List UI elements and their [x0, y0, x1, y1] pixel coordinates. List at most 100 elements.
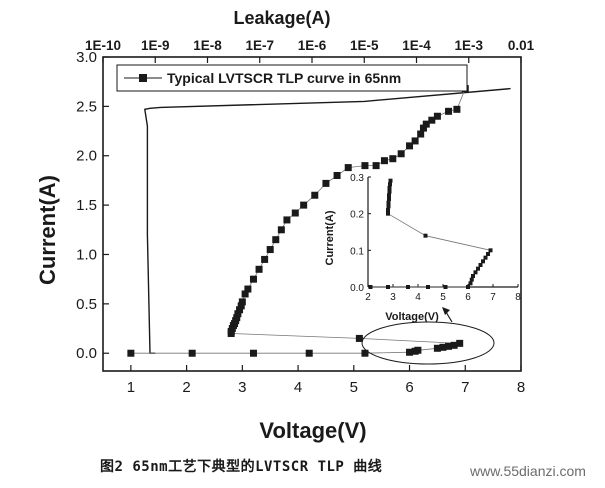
- top-tick-label: 1E-7: [245, 38, 274, 53]
- y-tick-label: 0.5: [76, 296, 97, 313]
- inset-data-point: [483, 255, 488, 260]
- inset-data-point: [481, 259, 485, 264]
- tlp-data-point: [450, 341, 458, 349]
- inset-y-tick-label: 0.2: [350, 210, 364, 221]
- inset-x-axis-title: Voltage(V): [385, 311, 439, 323]
- tlp-data-point: [127, 349, 135, 357]
- inset-x-tick-label: 7: [490, 292, 496, 303]
- inset-data-point: [387, 186, 392, 190]
- tlp-data-point: [272, 236, 280, 244]
- top-axis-title: Leakage(A): [233, 8, 330, 28]
- tlp-data-point: [234, 310, 242, 318]
- inset-data-point: [406, 285, 410, 289]
- top-tick-label: 1E-9: [141, 38, 170, 53]
- legend-marker: [139, 74, 147, 82]
- y-axis-title: Current(A): [35, 175, 60, 285]
- inset-plot-frame: [368, 177, 518, 287]
- tlp-data-point: [261, 255, 269, 263]
- inset-data-point: [478, 263, 483, 267]
- y-tick-label: 1.0: [76, 246, 97, 263]
- inset-data-point: [388, 178, 393, 183]
- inset-data-point: [486, 252, 490, 256]
- tlp-data-point: [433, 112, 441, 120]
- top-axis: 1E-10 1E-9 1E-8 1E-7 1E-6 1E-5 1E-4 1E-3 0.01: [85, 38, 535, 63]
- tlp-data-point: [411, 137, 419, 145]
- inset-y-tick-label: 0.0: [350, 283, 364, 294]
- inset-data-point: [386, 200, 391, 205]
- tlp-data-point: [389, 155, 397, 163]
- tlp-data-point: [249, 349, 257, 357]
- inset-data-point: [488, 248, 493, 253]
- x-tick-label: 1: [127, 379, 135, 396]
- tlp-data-point: [439, 343, 447, 351]
- inset-x-tick-label: 2: [365, 292, 371, 303]
- y-tick-label: 0.0: [76, 345, 97, 362]
- inset-x-tick-label: 4: [415, 292, 421, 303]
- x-tick-label: 3: [238, 379, 246, 396]
- legend-entry-label: Typical LVTSCR TLP curve in 65nm: [167, 70, 401, 86]
- inset-data-point: [387, 189, 392, 194]
- top-tick-label: 0.01: [508, 38, 535, 53]
- x-tick-label: 8: [517, 379, 525, 396]
- x-tick-label: 5: [350, 379, 358, 396]
- inset-data-point: [386, 204, 391, 209]
- tlp-data-point: [333, 171, 341, 179]
- inset-arrowhead: [442, 307, 450, 315]
- inset-data-point: [426, 285, 430, 289]
- tlp-data-point: [422, 120, 430, 128]
- legend-box: [116, 64, 468, 92]
- top-tick-label: 1E-6: [298, 38, 327, 53]
- tlp-data-point: [453, 105, 461, 113]
- x-axis-title: Voltage(V): [259, 418, 366, 443]
- y-tick-label: 3.0: [76, 49, 97, 66]
- tlp-data-point: [311, 191, 319, 199]
- tlp-data-point: [188, 349, 196, 357]
- inset-data-points: [368, 178, 493, 289]
- x-tick-label: 6: [405, 379, 413, 396]
- inset-data-point: [466, 285, 470, 289]
- leakage-curve-line: [144, 87, 511, 354]
- tlp-data-point: [283, 216, 291, 224]
- inset-data-point: [386, 285, 390, 289]
- tlp-data-point: [361, 162, 369, 170]
- inset-data-point: [387, 193, 391, 198]
- inset-data-point: [468, 281, 473, 286]
- legend: Typical LVTSCR TLP curve in 65nm: [116, 64, 468, 92]
- tlp-data-point: [433, 344, 441, 352]
- y-tick-label: 2.0: [76, 148, 97, 165]
- main-axes: 1 2 3 4 5 6 7 8 0.0 0.5 1.0 1.5 2.0 2.5 3.0: [76, 49, 525, 396]
- inset-data-point: [387, 197, 391, 201]
- inset-highlight-ellipse: [361, 321, 495, 365]
- tlp-data-point: [255, 265, 263, 273]
- inset-pointer-arrow: [445, 311, 453, 323]
- tlp-data-point: [305, 349, 313, 357]
- tlp-data-point: [372, 162, 380, 170]
- inset-x-tick-label: 8: [515, 292, 521, 303]
- inset-data-point: [471, 274, 475, 278]
- inset-data-point: [443, 285, 448, 289]
- inset-y-tick-label: 0.1: [350, 246, 364, 257]
- watermark: www.55dianzi.com: [470, 463, 586, 479]
- tlp-data-point: [344, 164, 352, 172]
- tlp-data-point: [419, 124, 427, 132]
- tlp-data-point: [380, 157, 388, 165]
- tlp-data-point: [445, 107, 453, 115]
- tlp-data-point: [238, 298, 246, 306]
- x-tick-label: 2: [182, 379, 190, 396]
- inset-data-point: [476, 266, 480, 271]
- tlp-data-point: [406, 348, 414, 356]
- tlp-data-point: [355, 334, 363, 342]
- inset-data-point: [388, 182, 392, 187]
- y-tick-label: 1.5: [76, 197, 97, 214]
- inset-data-point: [473, 270, 478, 275]
- tlp-data-point: [361, 349, 369, 357]
- top-tick-label: 1E-5: [350, 38, 379, 53]
- tlp-data-point: [233, 314, 241, 322]
- top-tick-label: 1E-3: [454, 38, 483, 53]
- inset-data-point: [469, 277, 474, 282]
- tlp-data-point: [291, 209, 299, 217]
- inset-data-point: [386, 211, 390, 216]
- tlp-data-point: [300, 201, 308, 209]
- tlp-data-point: [277, 226, 285, 234]
